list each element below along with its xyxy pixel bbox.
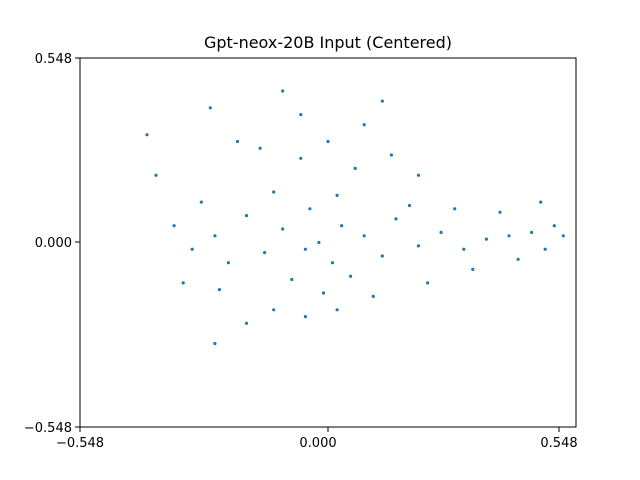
scatter-point-44 xyxy=(172,224,176,228)
scatter-point-42 xyxy=(498,210,502,214)
scatter-point-22 xyxy=(462,247,466,251)
scatter-point-4 xyxy=(281,227,285,231)
x-tick-label-0: −0.548 xyxy=(56,436,104,451)
scatter-point-33 xyxy=(258,146,262,150)
scatter-point-56 xyxy=(539,200,543,204)
scatter-point-23 xyxy=(484,237,488,241)
scatter-point-34 xyxy=(235,139,240,144)
scatter-point-41 xyxy=(471,267,475,271)
scatter-point-47 xyxy=(208,106,212,110)
scatter-point-58 xyxy=(281,89,285,93)
scatter-point-1 xyxy=(303,247,307,251)
scatter-point-48 xyxy=(299,113,303,117)
chart-title: Gpt-neox-20B Input (Centered) xyxy=(204,33,452,52)
scatter-point-10 xyxy=(290,277,294,282)
scatter-point-52 xyxy=(181,281,185,285)
scatter-point-32 xyxy=(326,139,330,144)
scatter-point-26 xyxy=(552,224,556,228)
scatter-point-17 xyxy=(407,203,412,208)
scatter-point-37 xyxy=(272,308,276,312)
scatter-point-35 xyxy=(303,315,307,319)
scatter-point-12 xyxy=(244,214,249,218)
x-tick-label-1: 0.000 xyxy=(299,436,336,451)
scatter-point-3 xyxy=(330,261,335,265)
scatter-point-25 xyxy=(530,230,534,234)
scatter-point-50 xyxy=(389,153,393,157)
scatter-point-51 xyxy=(416,173,421,177)
scatter-point-13 xyxy=(416,244,421,248)
scatter-point-28 xyxy=(190,247,194,251)
scatter-point-43 xyxy=(516,257,520,261)
scatter-point-59 xyxy=(380,99,384,103)
scatter-point-6 xyxy=(263,251,267,255)
scatter-point-38 xyxy=(217,288,221,292)
scatter-point-11 xyxy=(394,217,398,221)
y-tick-label-top: 0.548 xyxy=(35,52,72,67)
scatter-point-30 xyxy=(353,166,357,170)
scatter-point-45 xyxy=(154,173,158,177)
scatter-point-9 xyxy=(349,274,353,278)
scatter-point-39 xyxy=(426,281,430,285)
scatter-point-46 xyxy=(145,133,149,137)
scatter-point-20 xyxy=(371,294,375,298)
scatter-point-40 xyxy=(453,207,457,211)
scatter-point-2 xyxy=(340,224,344,228)
scatter-point-0 xyxy=(317,240,321,245)
scatter-point-27 xyxy=(561,234,565,238)
scatter-point-15 xyxy=(321,291,326,295)
scatter-point-36 xyxy=(335,308,339,312)
y-tick-label-mid: 0.000 xyxy=(35,236,72,251)
scatter-point-54 xyxy=(213,341,217,346)
y-axis: 0.548 0.000 −0.548 xyxy=(24,52,80,436)
scatter-point-24 xyxy=(507,234,511,238)
scatter-point-21 xyxy=(213,234,217,238)
x-axis: −0.548 0.000 0.548 xyxy=(56,427,578,451)
scatter-point-5 xyxy=(362,234,366,238)
y-tick-label-bottom: −0.548 xyxy=(24,421,72,436)
scatter-point-49 xyxy=(362,123,366,127)
scatter-point-18 xyxy=(439,230,443,234)
scatter-point-29 xyxy=(199,200,203,204)
x-tick-label-2: 0.548 xyxy=(540,436,577,451)
scatter-point-19 xyxy=(272,190,276,194)
scatter-point-16 xyxy=(226,261,230,265)
scatter-point-55 xyxy=(543,247,547,251)
scatter-point-7 xyxy=(380,254,384,258)
scatter-point-53 xyxy=(244,321,249,325)
scatter-point-31 xyxy=(299,156,303,160)
scatter-points xyxy=(145,89,565,346)
scatter-point-8 xyxy=(308,207,312,211)
scatter-point-14 xyxy=(335,193,339,197)
